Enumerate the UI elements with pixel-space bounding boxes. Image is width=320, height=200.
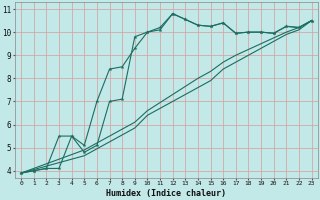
X-axis label: Humidex (Indice chaleur): Humidex (Indice chaleur) <box>106 189 226 198</box>
